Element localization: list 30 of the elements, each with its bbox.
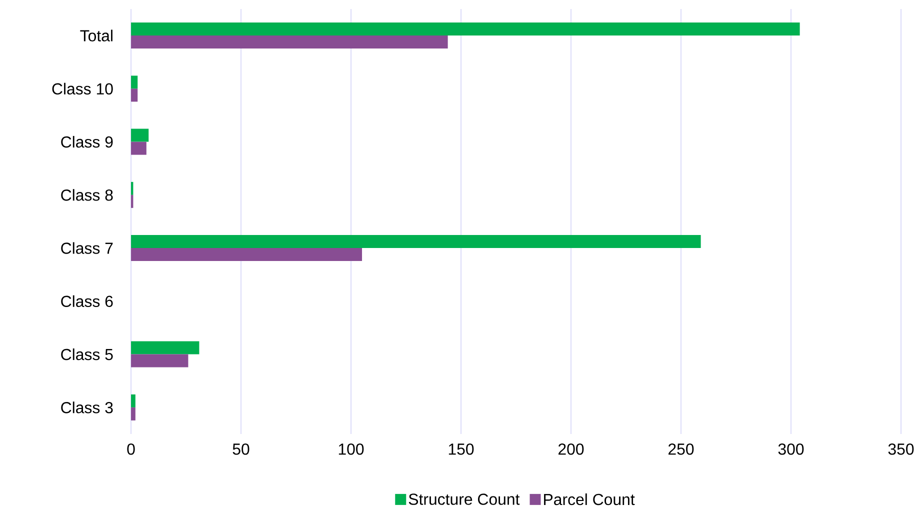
bar bbox=[131, 36, 448, 49]
bar bbox=[131, 22, 800, 36]
bar bbox=[131, 354, 188, 368]
x-tick-label: 200 bbox=[558, 444, 584, 455]
x-tick-label: 0 bbox=[127, 444, 135, 455]
bar bbox=[131, 142, 146, 155]
x-tick-label: 150 bbox=[448, 444, 474, 455]
y-tick-label: Class 9 bbox=[61, 136, 113, 148]
legend-label: Structure Count bbox=[408, 494, 520, 505]
x-tick-label: 350 bbox=[888, 444, 914, 455]
bar bbox=[131, 341, 200, 354]
x-tick-label: 300 bbox=[778, 444, 804, 455]
bar bbox=[131, 88, 138, 102]
bar bbox=[131, 76, 138, 89]
x-tick-label: 50 bbox=[232, 444, 250, 455]
bar bbox=[131, 128, 149, 142]
bar bbox=[131, 407, 136, 420]
y-tick-label: Class 8 bbox=[61, 189, 113, 201]
y-tick-label: Class 3 bbox=[61, 402, 113, 414]
legend-label: Parcel Count bbox=[544, 493, 635, 506]
bar bbox=[131, 394, 136, 408]
y-tick-label: Class 5 bbox=[61, 348, 113, 360]
x-tick-label: 250 bbox=[668, 444, 694, 455]
y-tick-label: Class 10 bbox=[52, 82, 113, 95]
x-tick-label: 100 bbox=[338, 444, 364, 455]
bar bbox=[131, 248, 362, 262]
y-tick-label: Class 7 bbox=[61, 242, 113, 254]
y-tick-label: Total bbox=[80, 30, 112, 42]
bar bbox=[131, 235, 701, 248]
y-tick-label: Class 6 bbox=[61, 295, 113, 308]
